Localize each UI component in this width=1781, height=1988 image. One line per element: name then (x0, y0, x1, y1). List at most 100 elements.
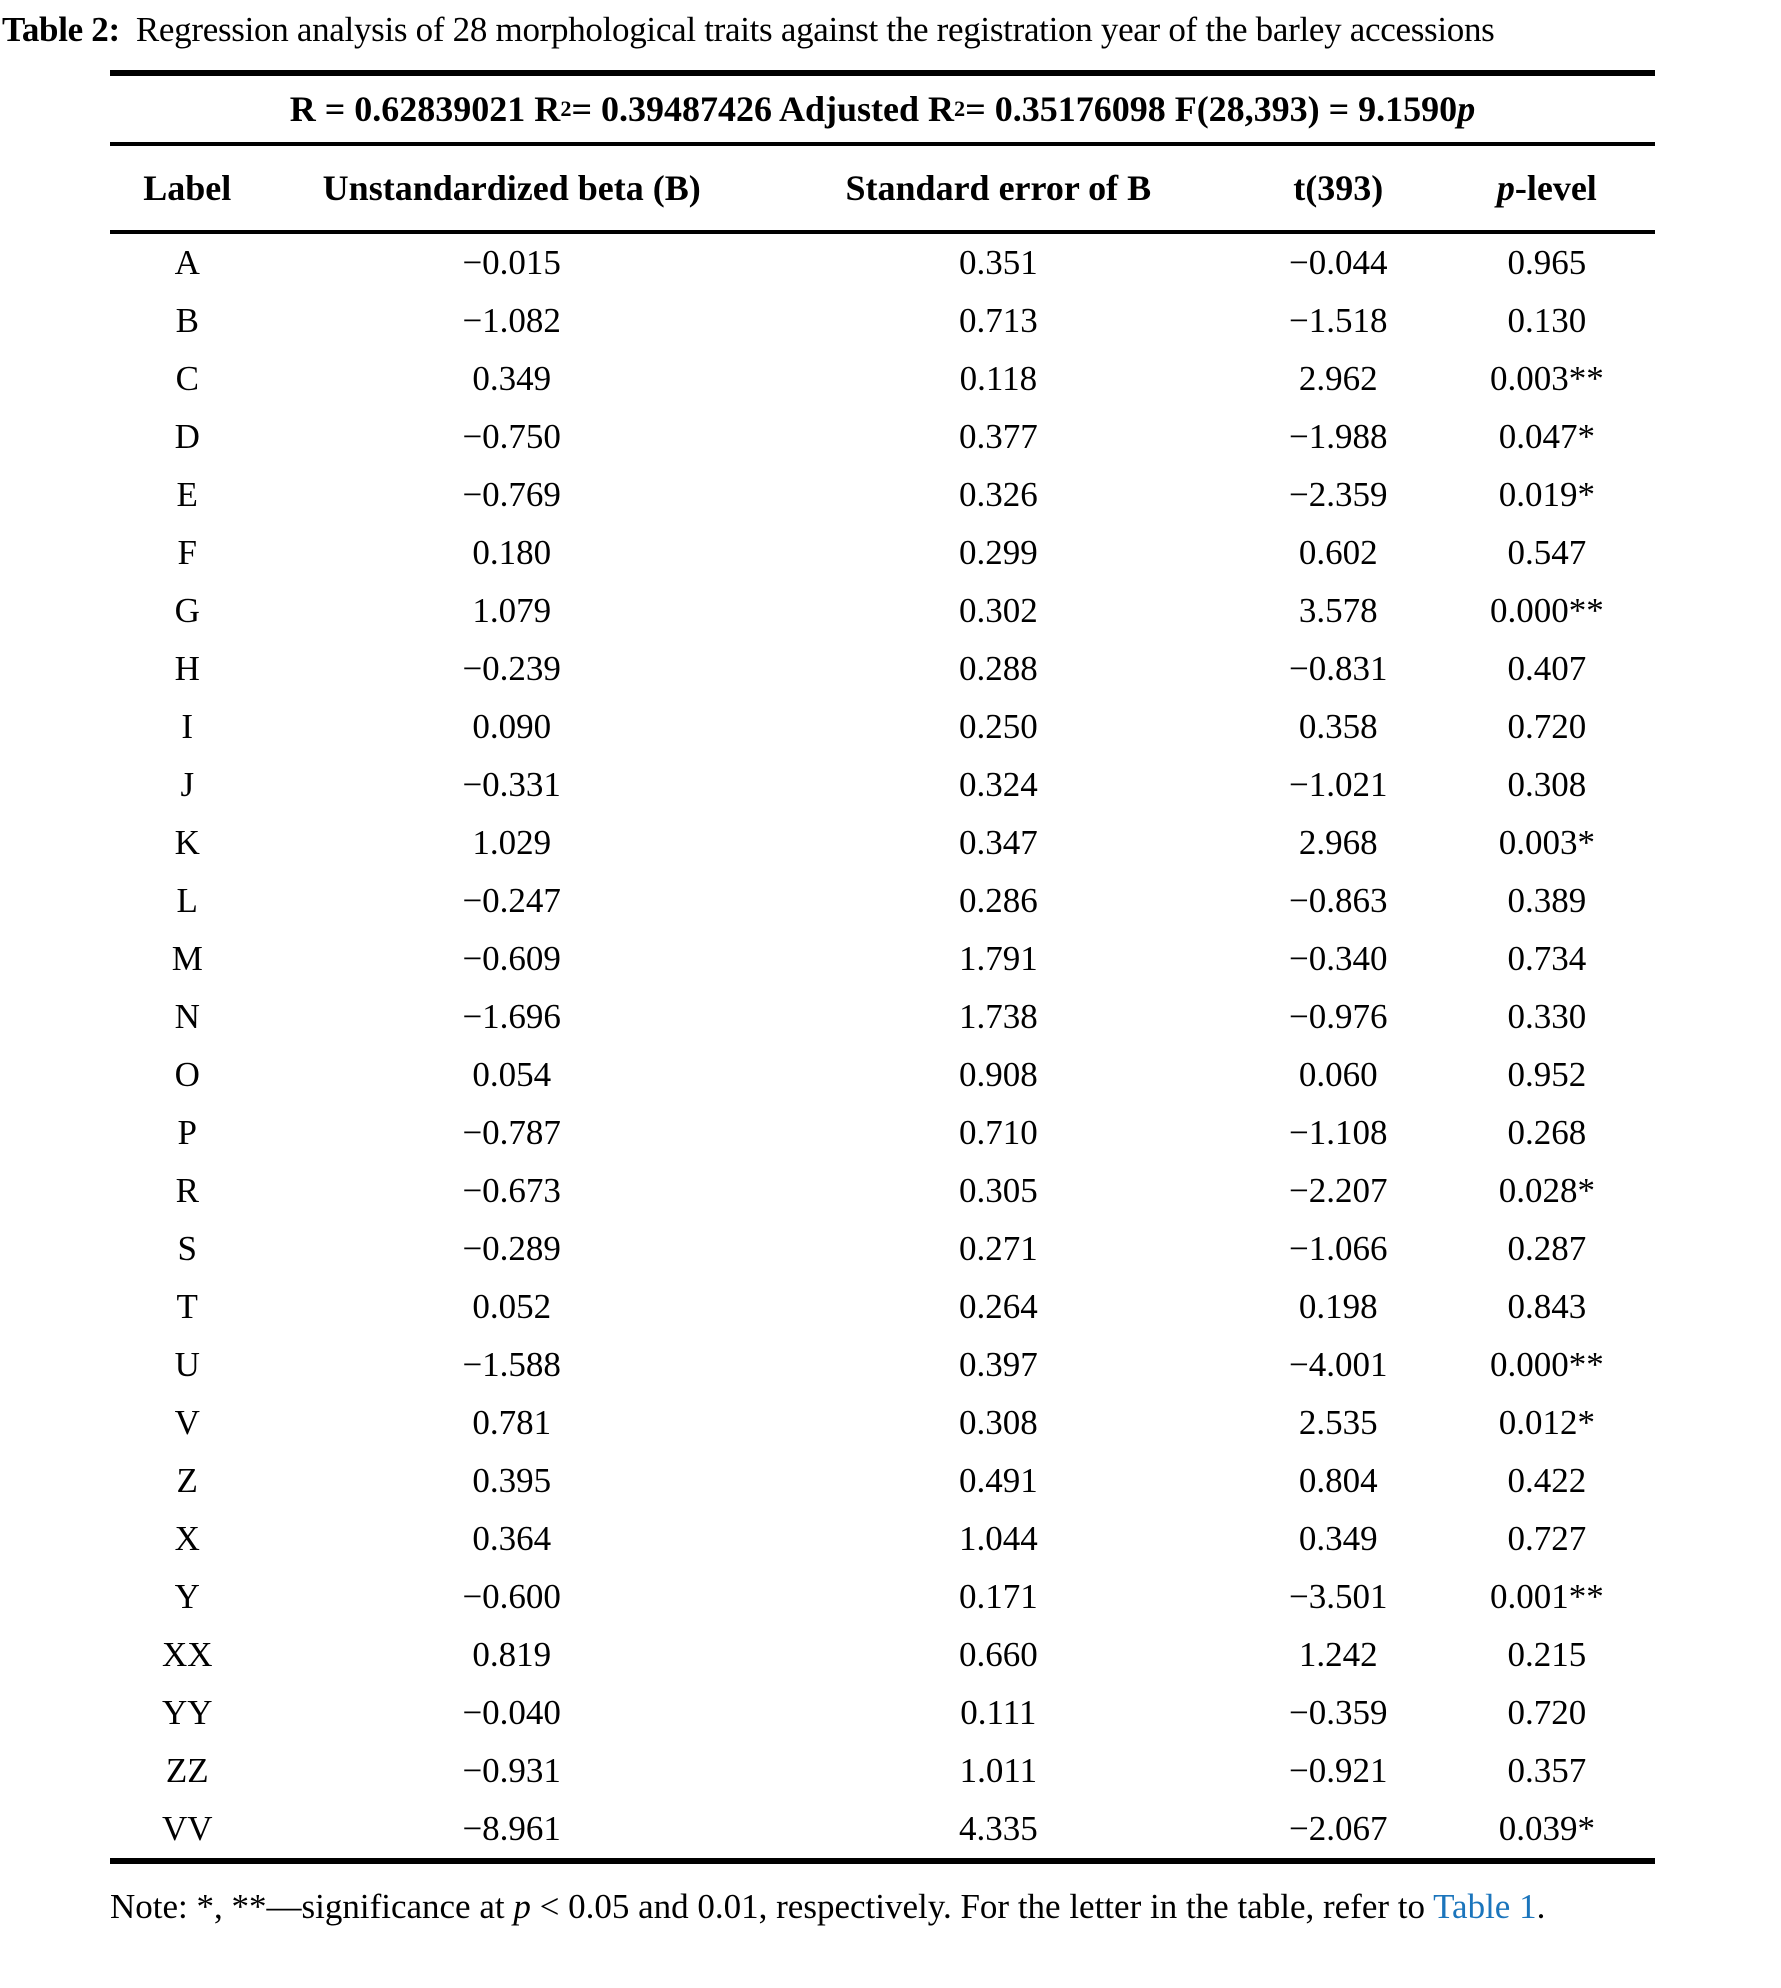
cell-t: −0.044 (1289, 243, 1388, 282)
table-row: A −0.015 0.351 −0.044 0.965 (110, 232, 1655, 292)
cell-t: 0.198 (1298, 1287, 1378, 1326)
cell-t: −3.501 (1289, 1577, 1388, 1616)
footnote-part1: Note: *, **—significance at (110, 1887, 514, 1926)
cell-p: 0.965 (1507, 243, 1587, 282)
cell-p: 0.001** (1489, 1577, 1604, 1616)
cell-se: 1.738 (958, 997, 1038, 1036)
cell-se: 0.286 (958, 881, 1038, 920)
cell-t: 2.968 (1298, 823, 1378, 862)
table1-link[interactable]: Table 1 (1433, 1887, 1537, 1926)
table-row: V 0.781 0.308 2.535 0.012* (110, 1394, 1655, 1452)
cell-se: 0.324 (958, 765, 1038, 804)
cell-t: 2.535 (1298, 1403, 1378, 1442)
cell-se: 1.791 (958, 939, 1038, 978)
cell-beta: −0.787 (462, 1113, 561, 1152)
cell-beta: 1.029 (472, 823, 552, 862)
table-caption-text: Regression analysis of 28 morphological … (135, 10, 1495, 49)
table-row: E −0.769 0.326 −2.359 0.019* (110, 466, 1655, 524)
cell-p: 0.047* (1498, 417, 1595, 456)
footnote-p-symbol: p (513, 1887, 531, 1926)
table-row: YY −0.040 0.111 −0.359 0.720 (110, 1684, 1655, 1742)
cell-p: 0.003** (1489, 359, 1604, 398)
cell-t: 0.060 (1298, 1055, 1378, 1094)
cell-t: −0.831 (1289, 649, 1388, 688)
col-header-p-level: p-level (1438, 146, 1655, 234)
cell-label: YY (161, 1693, 213, 1732)
cell-label: L (176, 881, 198, 920)
table-row: O 0.054 0.908 0.060 0.952 (110, 1046, 1655, 1104)
cell-label: Z (176, 1461, 198, 1500)
cell-t: −2.359 (1289, 475, 1388, 514)
cell-label: E (176, 475, 198, 514)
cell-se: 0.908 (958, 1055, 1038, 1094)
cell-se: 0.171 (958, 1577, 1038, 1616)
cell-se: 0.347 (958, 823, 1038, 862)
cell-label: S (177, 1229, 197, 1268)
cell-beta: 0.349 (472, 359, 552, 398)
cell-se: 1.011 (959, 1751, 1038, 1790)
table-caption-number: Table 2: (2, 10, 120, 49)
cell-beta: 0.819 (472, 1635, 552, 1674)
cell-p: 0.734 (1507, 939, 1587, 978)
cell-beta: −0.331 (462, 765, 561, 804)
cell-p: 0.130 (1507, 301, 1587, 340)
cell-t: −1.021 (1289, 765, 1388, 804)
stats-p-symbol: p (1457, 89, 1476, 129)
cell-p: 0.547 (1507, 533, 1587, 572)
cell-beta: 1.079 (472, 591, 552, 630)
table-row: U −1.588 0.397 −4.001 0.000** (110, 1336, 1655, 1394)
table-row: F 0.180 0.299 0.602 0.547 (110, 524, 1655, 582)
cell-label: V (174, 1403, 200, 1442)
table-row: VV −8.961 4.335 −2.067 0.039* (110, 1800, 1655, 1861)
cell-t: 3.578 (1298, 591, 1378, 630)
cell-label: C (175, 359, 199, 398)
cell-se: 0.713 (958, 301, 1038, 340)
cell-t: −0.863 (1289, 881, 1388, 920)
table-row: Y −0.600 0.171 −3.501 0.001** (110, 1568, 1655, 1626)
cell-se: 0.305 (958, 1171, 1038, 1210)
cell-t: −1.066 (1289, 1229, 1388, 1268)
table-row: ZZ −0.931 1.011 −0.921 0.357 (110, 1742, 1655, 1800)
cell-label: T (176, 1287, 198, 1326)
cell-p: 0.308 (1507, 765, 1587, 804)
cell-beta: −0.931 (462, 1751, 561, 1790)
col-header-beta: Unstandardized beta (B) (264, 146, 759, 234)
cell-beta: 0.781 (472, 1403, 552, 1442)
cell-label: K (174, 823, 200, 862)
col-header-p-rest: -level (1514, 168, 1597, 208)
cell-label: A (174, 243, 200, 282)
cell-t: −1.518 (1289, 301, 1388, 340)
cell-p: 0.720 (1507, 707, 1587, 746)
cell-p: 0.000** (1489, 1345, 1604, 1384)
cell-label: J (180, 765, 195, 804)
cell-se: 0.111 (960, 1693, 1037, 1732)
stats-part3: = 0.35176098 F(28,393) = 9.1590 (965, 89, 1458, 129)
table-row: R −0.673 0.305 −2.207 0.028* (110, 1162, 1655, 1220)
table-row: H −0.239 0.288 −0.831 0.407 (110, 640, 1655, 698)
cell-beta: 0.180 (472, 533, 552, 572)
cell-beta: −8.961 (462, 1809, 561, 1848)
cell-beta: 0.054 (472, 1055, 552, 1094)
cell-se: 0.326 (958, 475, 1038, 514)
stats-part2: = 0.39487426 Adjusted R (571, 89, 955, 129)
cell-beta: 0.052 (472, 1287, 552, 1326)
col-header-label: Label (110, 146, 265, 234)
cell-label: Y (174, 1577, 200, 1616)
cell-se: 0.299 (958, 533, 1038, 572)
cell-t: −0.976 (1289, 997, 1388, 1036)
table-row: M −0.609 1.791 −0.340 0.734 (110, 930, 1655, 988)
cell-beta: −0.289 (462, 1229, 561, 1268)
table-row: C 0.349 0.118 2.962 0.003** (110, 350, 1655, 408)
regression-table: Label Unstandardized beta (B) Standard e… (110, 146, 1655, 1864)
cell-beta: −0.015 (462, 243, 561, 282)
footnote-part3: . (1536, 1887, 1546, 1926)
cell-t: −0.921 (1289, 1751, 1388, 1790)
table-row: S −0.289 0.271 −1.066 0.287 (110, 1220, 1655, 1278)
cell-p: 0.000** (1489, 591, 1604, 630)
footnote-part2: < 0.05 and 0.01, respectively. For the l… (530, 1887, 1434, 1926)
cell-p: 0.003* (1498, 823, 1595, 862)
cell-p: 0.215 (1507, 1635, 1587, 1674)
cell-t: −4.001 (1289, 1345, 1388, 1384)
cell-beta: −0.673 (462, 1171, 561, 1210)
